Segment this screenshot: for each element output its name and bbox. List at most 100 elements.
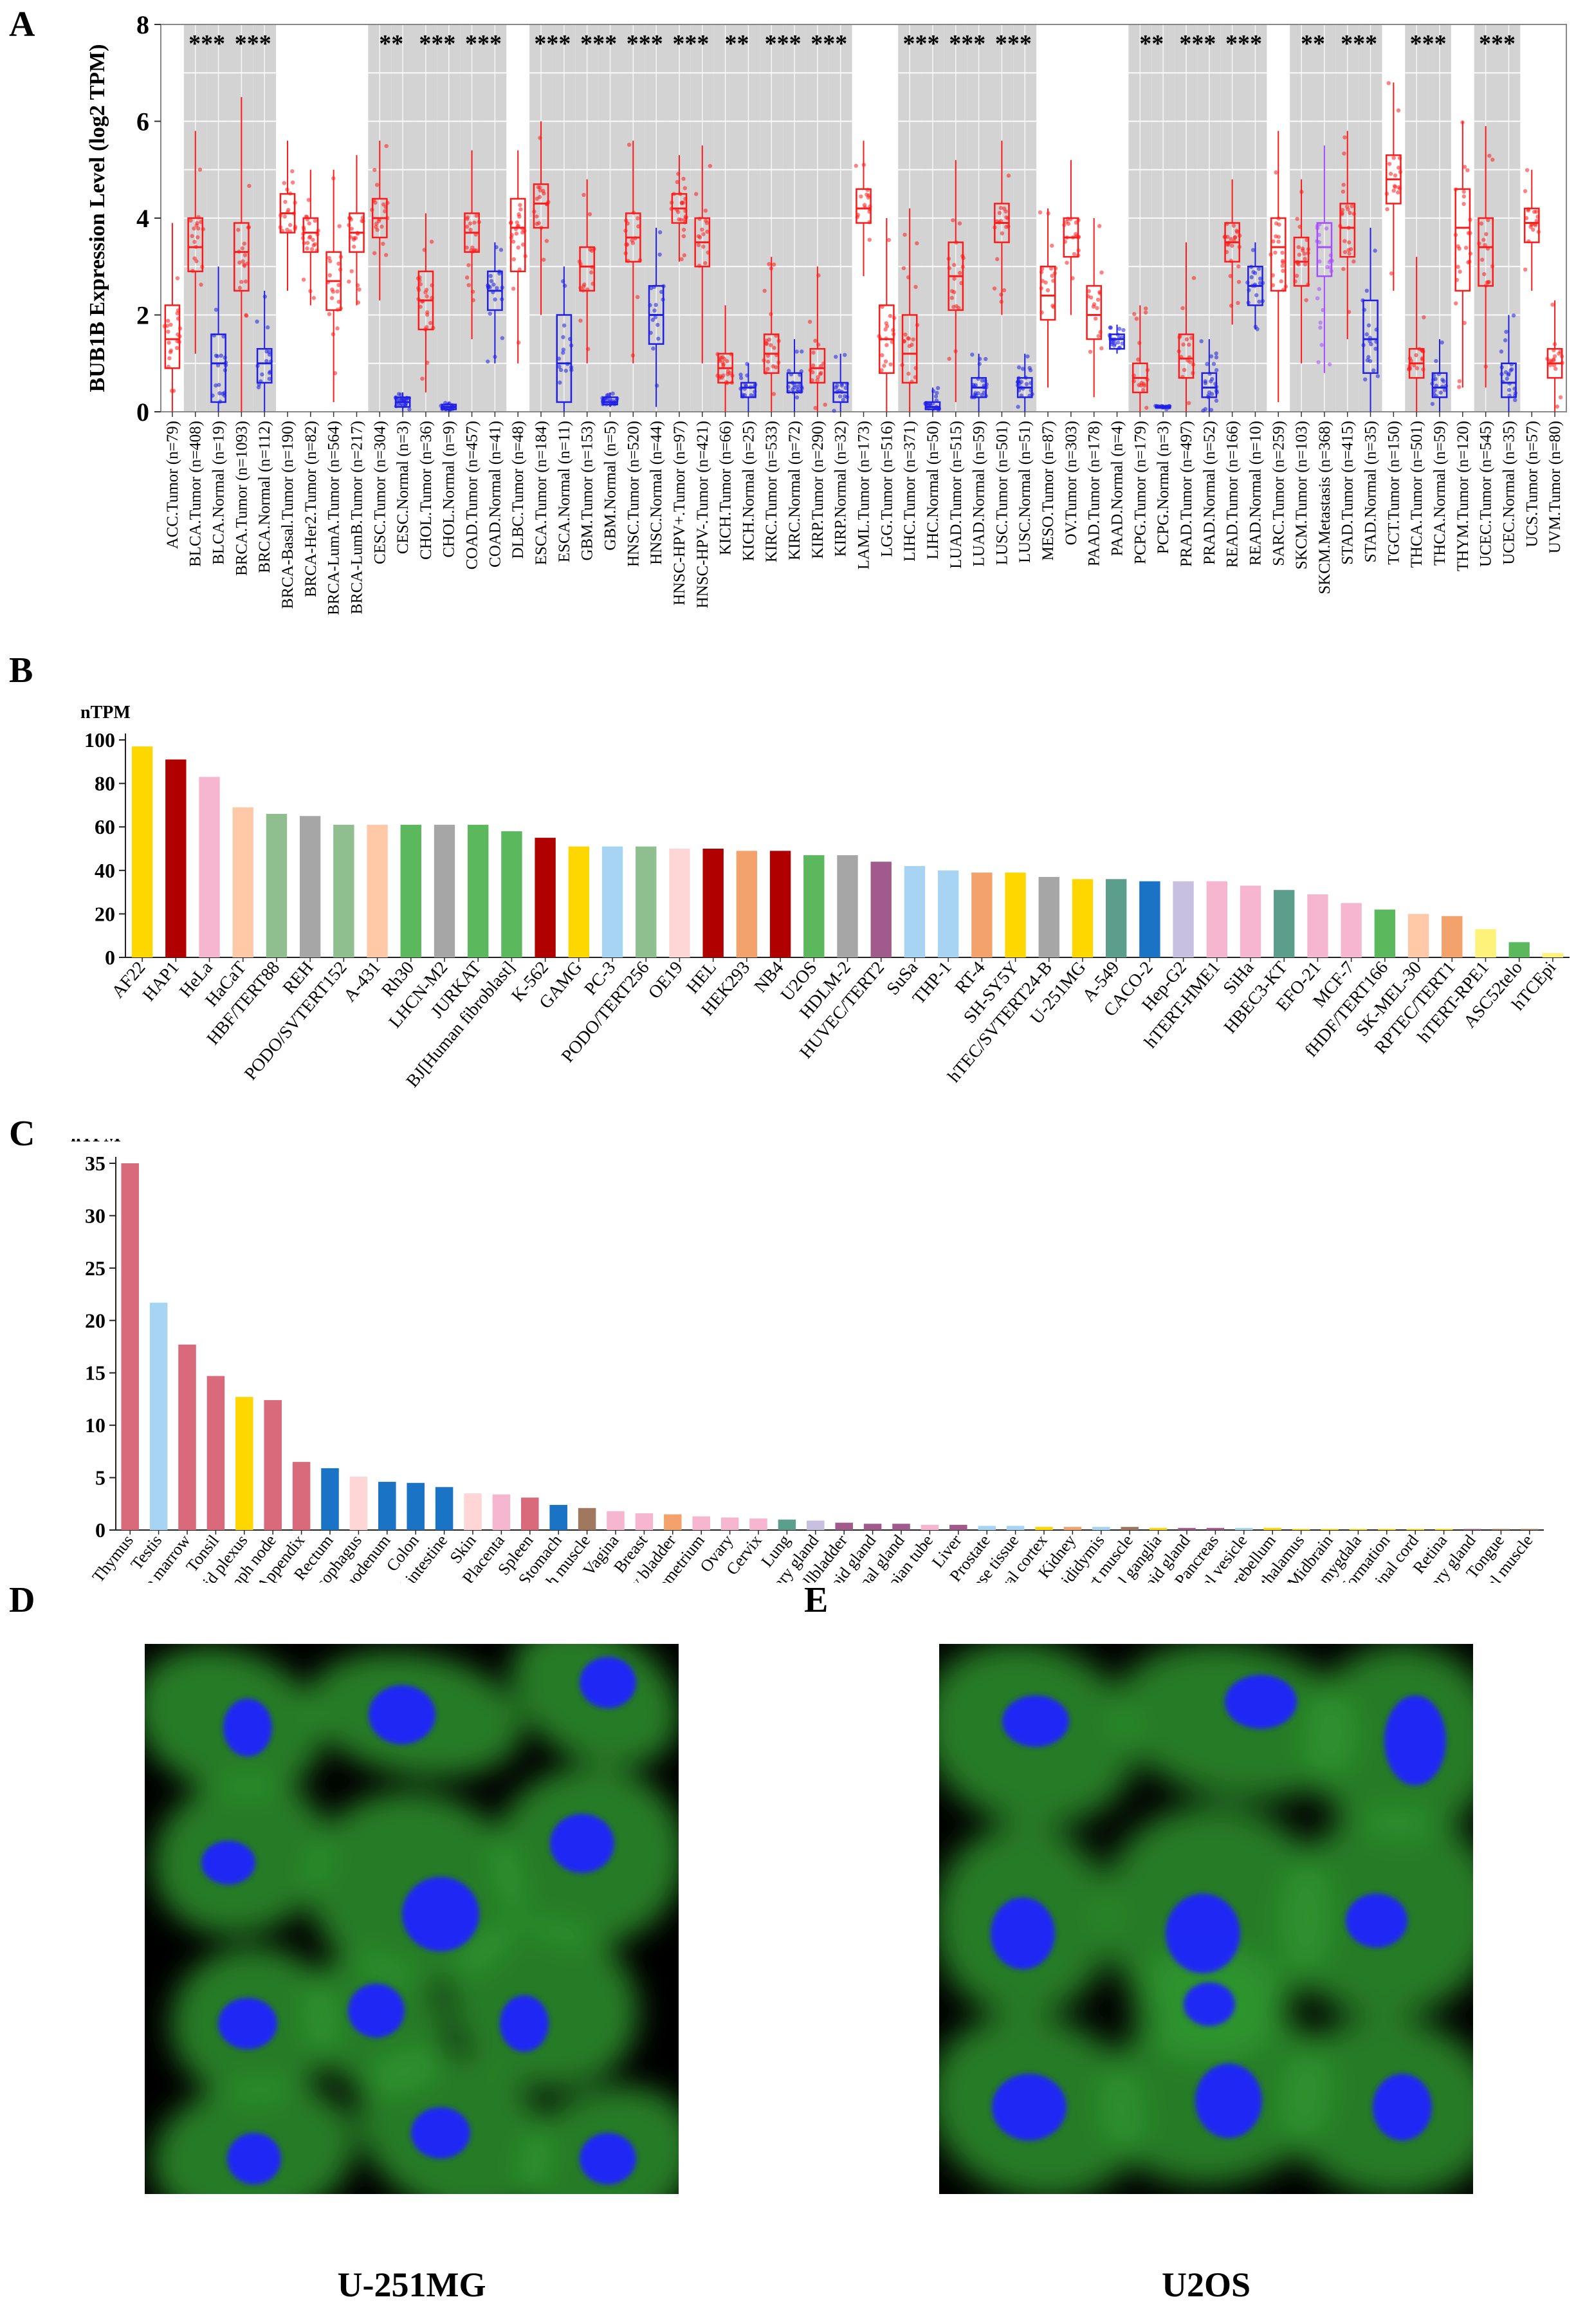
significance-label: *** [580,30,617,57]
data-point [1507,387,1512,392]
data-point [682,253,687,257]
data-point [175,276,180,281]
bar [1434,1529,1453,1530]
data-point [582,282,587,287]
data-point [992,286,997,291]
data-point [468,221,473,226]
data-point [704,221,710,225]
cell-body [1113,1644,1357,1800]
x-tick-label: KIRP.Tumor (n=290) [809,421,827,559]
bar [468,824,489,957]
x-tick-label: PAAD.Normal (n=4) [1109,421,1126,556]
data-point [241,259,245,264]
data-point [1182,367,1187,373]
data-point [656,337,661,341]
data-point [244,313,248,317]
data-point [1205,362,1209,366]
bar [1263,1527,1281,1530]
data-point [383,253,389,257]
data-point [765,367,770,371]
bar [165,759,187,957]
x-tick-label: KICH.Normal (n=25) [740,421,757,561]
box [1431,372,1448,398]
data-point [1234,228,1239,233]
data-point [823,402,827,407]
bar [232,807,253,957]
data-point [538,188,543,193]
data-point [765,360,771,364]
data-point [999,292,1003,297]
data-point [1206,393,1211,398]
nucleus [348,1984,405,2038]
x-tick-label: GBM.Tumor (n=153) [579,421,596,560]
box [1454,188,1471,292]
data-point [192,239,197,244]
data-point [838,394,843,399]
data-point [1086,289,1091,293]
data-point [499,248,504,252]
x-tick-label: LUSC.Tumor (n=501) [993,421,1011,565]
data-point [542,191,546,196]
data-point [1191,275,1196,281]
data-point [1396,108,1401,113]
data-point [407,407,412,412]
data-point [468,227,473,232]
data-point [511,257,517,262]
data-point [1003,209,1008,214]
bar [1072,879,1094,957]
data-point [854,163,858,168]
bar [434,824,455,957]
bar [367,824,388,957]
u2os-microscopy-image [939,1644,1473,2194]
u251mg-caption: U-251MG [337,2265,486,2304]
data-point [888,362,893,367]
nucleus [402,1877,479,1951]
data-point [360,219,364,223]
data-point [738,373,743,377]
data-point [1438,390,1443,395]
data-point [190,234,194,239]
significance-label: ** [1139,30,1164,57]
x-tick-label: LGG.Tumor (n=516) [878,421,895,557]
data-point [239,280,244,284]
significance-label: *** [1225,30,1262,57]
data-point [880,353,884,358]
y-tick-label: 20 [95,902,115,925]
data-point [237,286,243,290]
data-point [1258,281,1263,286]
bar [1149,1527,1168,1530]
x-tick-label: DLBC.Tumor (n=48) [509,421,527,559]
bar [1341,903,1362,957]
data-point [1317,286,1321,291]
data-point [1273,250,1278,255]
box [1478,217,1494,287]
bar [870,862,892,957]
bar [1092,1527,1110,1530]
data-point [518,203,522,207]
significance-label: ** [724,30,749,57]
x-tick-label: LIHC.Normal (n=50) [924,421,942,559]
bar [1374,909,1396,957]
data-point [1389,271,1394,276]
x-tick-label: ACC.Tumor (n=79) [164,421,181,549]
data-point [1348,210,1352,216]
data-point [650,317,655,322]
bar [1292,1529,1310,1530]
data-point [1319,342,1324,347]
data-point [681,227,686,232]
data-point [742,393,747,398]
data-point [1099,270,1104,275]
bar [1406,1529,1424,1530]
data-point [374,225,378,229]
data-point [1257,299,1261,304]
data-point [488,311,492,316]
x-tick-label: HNSC-HPV-.Tumor (n=421) [694,421,711,608]
bar [1206,881,1227,957]
nucleus [991,1897,1055,1969]
bar [904,866,926,957]
data-point [535,221,539,226]
data-point [240,246,245,251]
data-point [1115,340,1121,345]
data-point [1137,340,1142,346]
data-point [243,253,248,257]
